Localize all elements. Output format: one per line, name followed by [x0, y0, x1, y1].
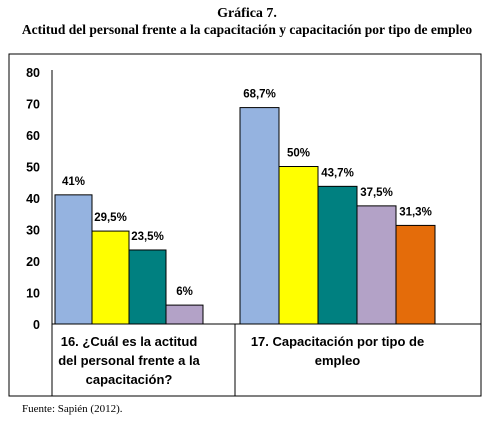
bar-data-label: 29,5%: [94, 212, 127, 224]
bar-data-label: 50%: [287, 148, 310, 160]
y-tick-label: 80: [26, 66, 40, 80]
bar-data-label: 6%: [176, 286, 193, 298]
category-label: del personal frente a la: [58, 353, 200, 368]
bar-data-label: 43,7%: [321, 167, 354, 179]
y-tick-label: 30: [26, 224, 40, 238]
bar-data-label: 23,5%: [131, 231, 164, 243]
bar: [317, 185, 358, 325]
source-note: Fuente: Sapién (2012).: [22, 403, 123, 415]
bar: [91, 230, 130, 325]
bar-data-label: 31,3%: [399, 206, 432, 218]
bar: [239, 107, 280, 325]
chart-heading: Gráfica 7. Actitud del personal frente a…: [0, 6, 494, 38]
category-label: 16. ¿Cuál es la actitud: [61, 334, 198, 349]
chart-frame: [8, 53, 482, 397]
bar: [395, 224, 436, 325]
bar-data-label: 68,7%: [243, 89, 276, 101]
y-tick-label: 20: [26, 255, 40, 269]
bar: [128, 249, 167, 325]
figure-title: Gráfica 7.: [217, 6, 277, 21]
category-label: capacitación?: [86, 372, 173, 387]
y-tick-label: 0: [33, 318, 40, 332]
category-label: empleo: [315, 353, 361, 368]
y-tick-label: 50: [26, 161, 40, 175]
bar: [356, 205, 397, 325]
bar-data-label: 41%: [62, 176, 85, 188]
y-tick-label: 40: [26, 192, 40, 206]
bar: [165, 304, 204, 325]
y-tick-label: 10: [26, 287, 40, 301]
y-tick-label: 60: [26, 129, 40, 143]
bar: [54, 194, 93, 325]
y-tick-label: 70: [26, 98, 40, 112]
category-label: 17. Capacitación por tipo de: [251, 334, 424, 349]
bar: [278, 166, 319, 325]
bar-data-label: 37,5%: [360, 187, 393, 199]
figure-subtitle: Actitud del personal frente a la capacit…: [21, 22, 473, 37]
